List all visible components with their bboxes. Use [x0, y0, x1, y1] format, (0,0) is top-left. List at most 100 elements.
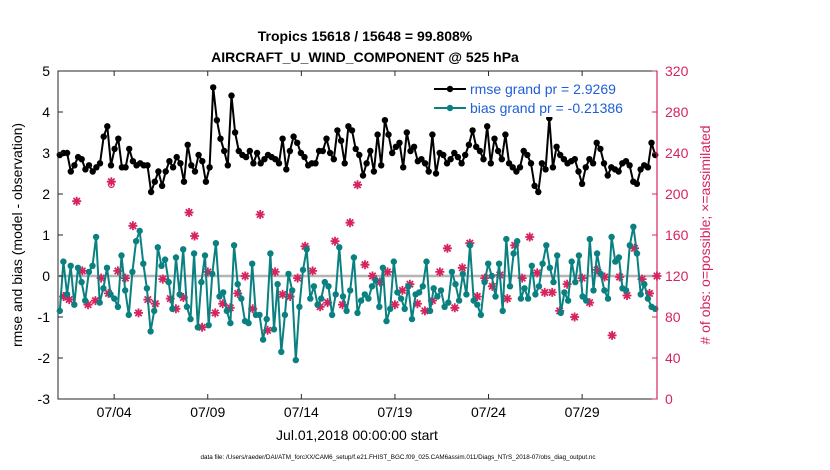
bias-point: [132, 238, 140, 245]
bias-point: [296, 303, 303, 310]
rmse-point: [469, 127, 476, 134]
rmse-point: [246, 147, 253, 155]
obs-assimilated-point: [487, 281, 497, 291]
bias-point: [641, 281, 648, 288]
bias-point: [201, 252, 209, 259]
rmse-point: [571, 156, 578, 163]
bias-point: [626, 242, 633, 249]
bias-point: [198, 278, 205, 286]
bias-point: [85, 268, 93, 276]
bias-point: [387, 305, 394, 312]
rmse-point: [221, 147, 228, 155]
rmse-point: [67, 168, 75, 175]
bias-point: [361, 291, 368, 298]
bias-point: [216, 293, 223, 300]
rmse-point: [155, 168, 162, 175]
bias-point: [307, 295, 314, 302]
rmse-point: [542, 166, 549, 173]
obs-assimilated-point: [345, 218, 355, 228]
bias-point: [405, 283, 412, 290]
bias-point: [107, 291, 114, 298]
bias-point: [390, 258, 397, 265]
y-axis-right-label: # of obs: o=possible; ×=assimilated: [697, 125, 713, 344]
bias-point: [401, 305, 408, 312]
y-right-tick-label: 320: [665, 63, 689, 79]
obs-assimilated-point: [128, 221, 138, 231]
x-tick-label: 07/19: [377, 404, 412, 420]
obs-assimilated-point: [412, 299, 422, 309]
obs-assimilated-point: [547, 287, 557, 297]
obs-assimilated-point: [517, 273, 527, 283]
bias-point: [292, 356, 299, 364]
obs-assimilated-point: [540, 287, 550, 297]
plot-area: [57, 70, 658, 400]
bias-point: [463, 291, 470, 298]
rmse-point: [403, 129, 410, 136]
y-right-tick-label: 120: [665, 268, 689, 284]
bias-point: [564, 297, 572, 304]
rmse-point: [443, 160, 451, 167]
bias-point: [510, 250, 517, 257]
rmse-point: [538, 160, 546, 167]
rmse-point: [440, 151, 447, 159]
obs-assimilated-point: [577, 273, 587, 283]
rmse-point: [451, 149, 458, 157]
rmse-point: [648, 139, 655, 146]
obs-assimilated-point: [233, 288, 243, 298]
bias-point: [140, 260, 147, 267]
obs-assimilated-point: [197, 322, 207, 332]
rmse-point: [202, 178, 210, 185]
rmse-point: [162, 168, 169, 175]
bias-point: [499, 307, 506, 315]
bias-point: [321, 278, 328, 286]
rmse-point: [633, 180, 641, 187]
bias-point: [590, 287, 597, 294]
obs-assimilated-point: [630, 243, 639, 253]
bias-point: [426, 307, 434, 315]
obs-assimilated-point: [106, 177, 116, 187]
obs-assimilated-point: [83, 300, 93, 310]
rmse-point: [115, 135, 122, 142]
x-axis: 07/04 07/09 07/14 07/19 07/24 07/29: [97, 71, 600, 420]
left-axis: -3 -2 -1 0 1 2 3 4 5: [38, 63, 657, 407]
y-left-tick-label: 5: [42, 63, 50, 79]
rmse-point: [421, 160, 429, 167]
rmse-point: [96, 160, 104, 167]
rmse-point: [480, 156, 487, 163]
bias-point: [111, 295, 118, 302]
bias-point: [368, 283, 376, 290]
bias-point: [339, 293, 347, 300]
obs-assimilated-point: [353, 180, 362, 190]
rmse-point: [191, 168, 199, 175]
bias-point: [310, 283, 318, 290]
chart-title-line2: AIRCRAFT_U_WIND_COMPONENT @ 525 hPa: [211, 49, 519, 65]
rmse-point: [195, 151, 202, 159]
rmse-point: [626, 162, 633, 169]
rmse-point: [359, 172, 367, 179]
rmse-point: [111, 145, 118, 153]
bias-point: [143, 285, 151, 292]
obs-assimilated-point: [218, 299, 228, 309]
bias-point: [259, 336, 267, 343]
rmse-point: [513, 168, 520, 175]
obs-assimilated-point: [210, 308, 220, 318]
bias-point: [194, 324, 201, 331]
rmse-point: [166, 158, 173, 165]
rmse-point: [374, 131, 381, 138]
rmse-point: [147, 188, 155, 196]
rmse-point: [578, 180, 586, 187]
bias-point: [379, 264, 387, 271]
legend-bias-label: bias grand pr = -0.21386: [470, 100, 623, 116]
bias-point: [452, 281, 459, 288]
bias-point: [477, 311, 485, 319]
rmse-point: [502, 131, 509, 138]
obs-assimilated-point: [171, 304, 181, 314]
obs-assimilated-point: [622, 291, 632, 300]
bias-point: [118, 252, 125, 259]
bias-point: [630, 223, 637, 230]
rmse-point: [531, 182, 538, 189]
bias-point: [82, 297, 89, 304]
obs-assimilated-point: [134, 308, 143, 318]
rmse-point: [589, 160, 597, 167]
rmse-point: [319, 147, 326, 155]
